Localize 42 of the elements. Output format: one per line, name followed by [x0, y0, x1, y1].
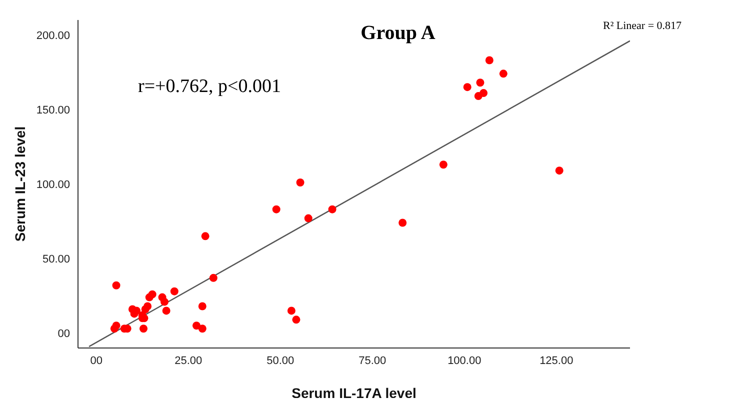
point [499, 70, 508, 78]
y-tick-label: 50.00 [42, 253, 70, 266]
x-tick-label: 75.00 [358, 354, 386, 367]
point [304, 214, 312, 222]
point [398, 218, 407, 227]
point [160, 298, 168, 306]
x-axis-title: Serum IL-17A level [292, 385, 416, 401]
point [110, 324, 118, 333]
y-tick-label: 100.00 [36, 178, 70, 191]
point [328, 205, 336, 214]
y-axis-title: Serum IL-23 level [12, 126, 28, 242]
point [162, 306, 170, 315]
point [198, 302, 206, 310]
point [192, 322, 200, 330]
point [474, 92, 482, 100]
x-tick-label: 100.00 [448, 354, 482, 367]
point [463, 83, 472, 92]
point [209, 274, 218, 282]
point [292, 316, 300, 324]
x-tick-label: 50.00 [266, 354, 294, 367]
point [112, 281, 120, 290]
annotation: r=+0.762, p<0.001 [138, 76, 281, 98]
point [272, 205, 280, 214]
point [296, 178, 304, 187]
annotation: R² Linear = 0.817 [603, 20, 682, 32]
chart-title: Group A [360, 22, 436, 45]
point [170, 287, 178, 296]
x-tick-label: 25.00 [174, 354, 202, 367]
point [140, 324, 148, 333]
point [201, 232, 210, 240]
point [145, 293, 154, 302]
x-tick-label: 00 [90, 354, 103, 367]
point [198, 324, 206, 333]
y-tick-label: 150.00 [36, 104, 70, 116]
x-tick-label: 125.00 [540, 354, 574, 367]
point [476, 78, 484, 87]
point [287, 306, 296, 315]
y-tick-label: 200.00 [36, 30, 70, 42]
point [439, 160, 448, 169]
point [485, 56, 494, 64]
point [555, 166, 564, 175]
y-tick-label: 00 [58, 328, 70, 340]
